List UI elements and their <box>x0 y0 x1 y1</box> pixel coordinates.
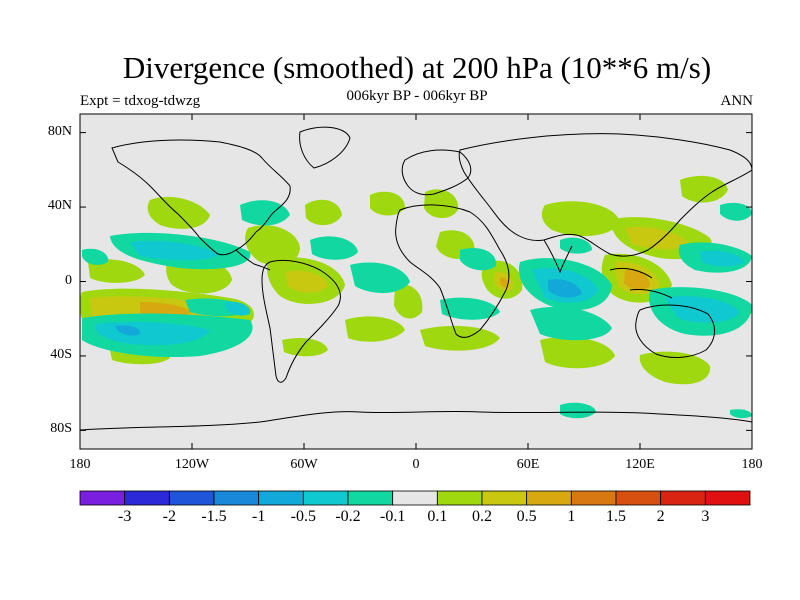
colorbar-swatch <box>570 490 617 506</box>
antarctica-coast <box>80 410 752 431</box>
positive-region <box>541 201 620 237</box>
asia-coast <box>458 133 752 257</box>
y-axis-ticks <box>80 132 752 431</box>
colorbar-swatch <box>347 490 394 506</box>
europe-coast <box>401 149 472 196</box>
colorbar <box>79 490 751 506</box>
negative-region <box>665 295 740 323</box>
positive-region <box>420 325 500 351</box>
colorbar-label: -1.5 <box>201 508 227 525</box>
y-tick-label: 80S <box>50 421 72 437</box>
positive-region <box>140 302 192 317</box>
india-coast <box>543 239 573 274</box>
negative-region <box>130 240 220 261</box>
colorbar-label: -0.5 <box>290 508 316 525</box>
colorbar-label: 0.2 <box>472 508 492 525</box>
colorbar-label: -3 <box>117 508 132 525</box>
colorbar-label: -0.2 <box>335 508 361 525</box>
colorbar-swatch <box>79 490 126 506</box>
negative-region <box>560 402 596 419</box>
colorbar-swatch <box>436 490 483 506</box>
y-tick-label: 40N <box>47 198 72 214</box>
positive-region <box>345 316 405 342</box>
experiment-label: Expt = tdxog-tdwzg <box>80 93 201 109</box>
negative-region <box>460 247 497 271</box>
x-tick-label: 180 <box>69 457 91 472</box>
x-axis-ticks <box>79 114 753 449</box>
colorbar-swatch <box>258 490 304 506</box>
negative-region <box>560 237 592 254</box>
colorbar-swatch <box>392 490 438 506</box>
negative-region <box>225 301 251 316</box>
colorbar-swatch <box>615 490 662 506</box>
x-tick-label: 60W <box>290 457 318 472</box>
negative-region <box>700 250 745 267</box>
season-label: ANN <box>720 93 754 109</box>
colorbar-swatch <box>481 490 528 506</box>
colorbar-label: 2 <box>656 508 665 525</box>
x-tick-label: 120W <box>174 457 210 472</box>
greenland-coast <box>299 126 351 169</box>
divergence-field <box>80 175 752 419</box>
negative-region <box>82 248 109 265</box>
negative-region <box>240 200 290 226</box>
colorbar-label: 0.1 <box>427 508 448 525</box>
africa-coast <box>395 204 510 338</box>
positive-region <box>285 270 328 293</box>
colorbar-label: 1 <box>567 508 576 525</box>
positive-region <box>282 338 328 357</box>
positive-region <box>625 226 690 250</box>
colorbar-swatch <box>302 490 349 506</box>
y-tick-label: 40S <box>50 346 72 362</box>
negative-region <box>548 279 582 298</box>
negative-region <box>310 236 358 260</box>
chart-title: Divergence (smoothed) at 200 hPa (10**6 … <box>122 50 712 85</box>
positive-region <box>639 351 711 385</box>
negative-region <box>350 262 410 294</box>
colorbar-swatch <box>526 490 572 506</box>
positive-region <box>370 191 405 216</box>
negative-divergence-regions <box>82 200 752 419</box>
x-tick-label: 0 <box>412 457 420 472</box>
negative-region <box>730 409 752 419</box>
x-tick-label: 120E <box>625 457 655 472</box>
positive-region <box>147 196 210 229</box>
colorbar-swatch <box>704 490 751 506</box>
positive-region <box>499 277 509 288</box>
colorbar-swatch <box>213 490 260 506</box>
australia-coast <box>635 304 715 358</box>
north-america-coast <box>111 139 291 256</box>
indonesia-coast <box>609 267 673 299</box>
colorbar-label: -2 <box>162 508 176 525</box>
negative-region <box>115 325 141 336</box>
colorbar-label: 1.5 <box>606 508 626 525</box>
negative-region <box>530 306 612 341</box>
colorbar-label: 0.5 <box>516 508 537 525</box>
positive-region <box>624 269 650 290</box>
colorbar-swatch <box>168 490 215 506</box>
colorbar-label: -1 <box>251 508 266 525</box>
south-america-coast <box>261 259 341 383</box>
positive-region <box>540 336 615 369</box>
colorbar-label: 3 <box>701 508 710 525</box>
colorbar-label: -0.1 <box>379 508 406 525</box>
positive-region <box>305 199 342 226</box>
x-tick-label: 60E <box>516 457 540 472</box>
colorbar-swatch <box>124 490 170 506</box>
negative-region <box>440 297 500 320</box>
chart-subtitle: 006kyr BP - 006kyr BP <box>346 88 488 104</box>
positive-region <box>424 189 459 219</box>
y-tick-label: 80N <box>47 123 72 139</box>
negative-region <box>720 202 752 221</box>
central-america-coast <box>235 249 271 271</box>
x-tick-label: 180 <box>741 457 763 472</box>
positive-region <box>680 175 728 203</box>
positive-region <box>394 284 423 319</box>
colorbar-swatch <box>660 490 706 506</box>
y-tick-label: 0 <box>65 272 72 288</box>
positive-region <box>88 259 145 283</box>
positive-region <box>245 225 300 266</box>
coastlines <box>80 126 752 431</box>
